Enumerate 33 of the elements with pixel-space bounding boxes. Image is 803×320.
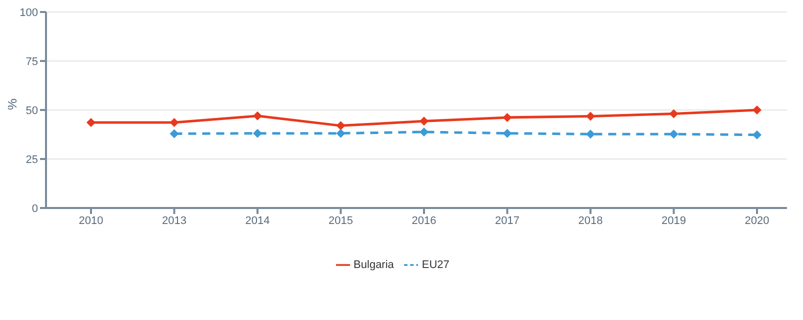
point [752, 106, 762, 114]
point [420, 127, 428, 136]
x-tick-label: 2010 [78, 214, 104, 227]
y-tick-label: 100 [20, 6, 38, 19]
legend-label: EU27 [422, 258, 450, 271]
x-tick-label: 2017 [495, 214, 520, 227]
point [253, 128, 262, 138]
x-tick-label: 2016 [412, 214, 436, 227]
point [586, 112, 595, 121]
x-tick-label: 2015 [328, 214, 353, 227]
point [502, 112, 512, 122]
point [420, 116, 428, 126]
y-tick-label: 0 [32, 202, 38, 215]
point [669, 130, 678, 139]
x-tick-label: 2014 [245, 214, 270, 227]
x-tick-label: 2019 [662, 214, 686, 227]
point [86, 118, 96, 128]
point [253, 111, 262, 120]
point [502, 128, 512, 138]
x-tick-label: 2018 [578, 214, 603, 227]
x-tick-label: 2020 [744, 214, 770, 227]
point [586, 130, 595, 139]
point [752, 130, 762, 140]
y-tick-label: 50 [26, 104, 38, 117]
y-tick-label: 25 [26, 154, 38, 166]
y-tick-label: 75 [26, 56, 38, 68]
x-tick-label: 2013 [162, 214, 186, 227]
legend-label: Bulgaria [354, 258, 394, 271]
point [170, 118, 179, 128]
point [336, 128, 346, 138]
point [170, 129, 179, 138]
point [669, 109, 678, 118]
point [336, 121, 346, 130]
